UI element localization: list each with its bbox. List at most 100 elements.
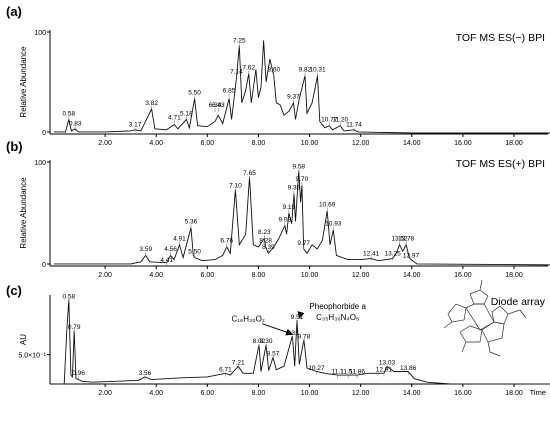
panel-3-peak-label: 9.51 — [291, 314, 304, 321]
panel-1-peak-label: 0.83 — [69, 121, 82, 128]
panel-2-peak-label: 8.39 — [262, 244, 275, 251]
panel-1-label: (a) — [6, 4, 22, 19]
panel-1-x-tick-label: 18.00 — [505, 140, 523, 147]
panel-1-peak-label: 4.71 — [168, 114, 181, 121]
panel-1-peak-label: 11.20 — [332, 117, 348, 124]
panel-2-peak-label: 10.93 — [325, 221, 342, 228]
panel-1-x-tick-label: 8.00 — [252, 140, 266, 147]
panel-2-peak-label: 12.41 — [363, 250, 380, 257]
panel-3-x-tick-label: 10.00 — [301, 390, 319, 397]
panel-1-y-label: Relative Abundance — [19, 46, 28, 118]
panel-2-peak-label: 9.70 — [296, 176, 309, 183]
panel-2-peak-label: 13.52 — [391, 236, 408, 243]
panel-2-peak-label: 4.91 — [173, 236, 186, 243]
panel-3-annotation: C₃₅H₃₆N₄O₅ — [316, 313, 359, 322]
panel-2-peak-label: 4.56 — [164, 246, 177, 253]
panel-1-peak-label: 0.58 — [62, 110, 75, 117]
panel-1-peak-label: 8.60 — [267, 67, 280, 74]
panel-1-peak-label: 10.77 — [321, 117, 338, 124]
panel-3-x-tick-label: 14.00 — [403, 390, 421, 397]
panel-2-x-tick-label: 16.00 — [454, 272, 472, 279]
panel-2-peak-label: 13.97 — [403, 253, 420, 260]
panel-3-peak-label: 6.71 — [219, 367, 232, 374]
panel-2-title: TOF MS ES(+) BPI — [456, 158, 545, 170]
panel-2-peak-label: 9.58 — [292, 163, 305, 170]
panel-2-x-tick-label: 8.00 — [252, 272, 266, 279]
panel-3-x-tick-label: 6.00 — [201, 390, 215, 397]
panel-1-trace — [54, 40, 550, 134]
panel-2-peak-label: 5.50 — [188, 248, 201, 255]
panel-2-peak-label: 9.03 — [278, 216, 291, 223]
panel-2-peak-label: 8.23 — [258, 229, 271, 236]
panel-2-y-label: Relative Abundance — [19, 177, 28, 249]
panel-3-peak-label: 11.86 — [349, 368, 365, 375]
panel-3-x-tick-label: 18.00 — [505, 390, 523, 397]
panel-1-x-tick-label: 6.00 — [201, 140, 215, 147]
panel-1-peak-label: 5.50 — [188, 89, 201, 96]
panel-2-peak-label: 9.77 — [297, 240, 310, 247]
panel-3-peak-label: 11.1 — [332, 368, 345, 375]
panel-2-y-tick-label: 0 — [42, 262, 46, 269]
panel-2-peak-label: 8.28 — [259, 238, 272, 245]
panel-3-x-tick-label: 16.00 — [454, 390, 472, 397]
panel-2-peak-label: 7.10 — [229, 183, 242, 190]
panel-2-peak-label: 4.41 — [160, 257, 173, 264]
panel-1-x-tick-label: 16.00 — [454, 140, 472, 147]
panel-3-x-tick-label: 12.00 — [352, 390, 370, 397]
panel-1-peak-label: 9.37 — [287, 94, 300, 101]
panel-1-x-tick-label: 2.00 — [98, 140, 112, 147]
panel-3-peak-label: 11.51 — [340, 368, 356, 375]
panel-3-annotation-arrow — [262, 323, 294, 336]
panel-1-peak-label: 11.74 — [346, 122, 362, 129]
panel-1-y-tick-label: 100 — [34, 30, 46, 37]
panel-3-peak-label: 3.56 — [139, 370, 152, 377]
panel-2-x-tick-label: 10.00 — [301, 272, 319, 279]
panel-2-peak-label: 9.39 — [288, 185, 301, 192]
panel-1-peak-label: 7.25 — [233, 37, 246, 44]
panel-3-x-tick-label: 2.00 — [98, 390, 112, 397]
panel-2-x-tick-label: 6.00 — [201, 272, 215, 279]
panel-1-x-tick-label: 10.00 — [301, 140, 319, 147]
panel-1-x-tick-label: 12.00 — [352, 140, 370, 147]
panel-2-peak-label: 13.25 — [384, 250, 401, 257]
panel-3-peak-label: 8.30 — [260, 338, 273, 345]
panel-3-peak-label: 13.03 — [379, 359, 396, 366]
panel-3-x-tick-label: 8.00 — [252, 390, 266, 397]
panel-1-peak-label: 6.85 — [223, 87, 236, 94]
panel-3-trace — [54, 299, 550, 385]
panel-2-x-tick-label: 2.00 — [98, 272, 112, 279]
panel-1-x-tick-label: 4.00 — [149, 140, 163, 147]
panel-3-peak-label: 0.79 — [68, 324, 81, 331]
panel-2-x-tick-label: 18.00 — [505, 272, 523, 279]
panel-2-peak-label: 3.59 — [139, 246, 152, 253]
panel-2-x-tick-label: 14.00 — [403, 272, 421, 279]
panel-2-y-tick-label: 100 — [34, 160, 46, 167]
panel-3-peak-label: 0.58 — [62, 294, 75, 301]
panel-1-peak-label: 7.14 — [230, 69, 243, 76]
panel-2-peak-label: 13.78 — [398, 236, 415, 243]
panel-3-y-tick-label: 5.0×10⁻¹ — [18, 353, 46, 360]
panel-3-x-tick-label: 4.00 — [149, 390, 163, 397]
panel-2-peak-label: 10.69 — [319, 202, 336, 209]
panel-2-peak-label: 5.36 — [185, 219, 198, 226]
panel-3-x-label: Time — [530, 388, 546, 397]
panel-3-peak-label: 0.96 — [72, 370, 85, 377]
panel-3-annotation: C₁₆H₃₀O₂ — [232, 315, 265, 324]
pheophorbide-structure-image — [443, 279, 527, 357]
panel-3-y-label: AU — [19, 334, 28, 345]
panel-1-peak-label: 10.31 — [309, 67, 326, 74]
panel-1-peak-label: 7.62 — [242, 65, 255, 72]
panel-3-annotation: Pheophorbide a — [309, 302, 366, 311]
panel-2-x-tick-label: 4.00 — [149, 272, 163, 279]
panel-2-peak-label: 6.76 — [220, 238, 233, 245]
panel-3-peak-label: 8.02 — [253, 338, 266, 345]
panel-3-peak-label: 13.86 — [400, 365, 417, 372]
panel-3-peak-label: 8.57 — [267, 351, 280, 358]
panel-2-peak-label: 9.19 — [283, 204, 296, 211]
panel-3-peak-label: 9.78 — [298, 334, 311, 341]
panel-1-peak-label: 6.30 — [209, 102, 222, 109]
panel-1-peak-label: 9.82 — [299, 67, 312, 74]
panel-3-label: (c) — [6, 283, 22, 298]
panel-1-x-tick-label: 14.00 — [403, 140, 421, 147]
